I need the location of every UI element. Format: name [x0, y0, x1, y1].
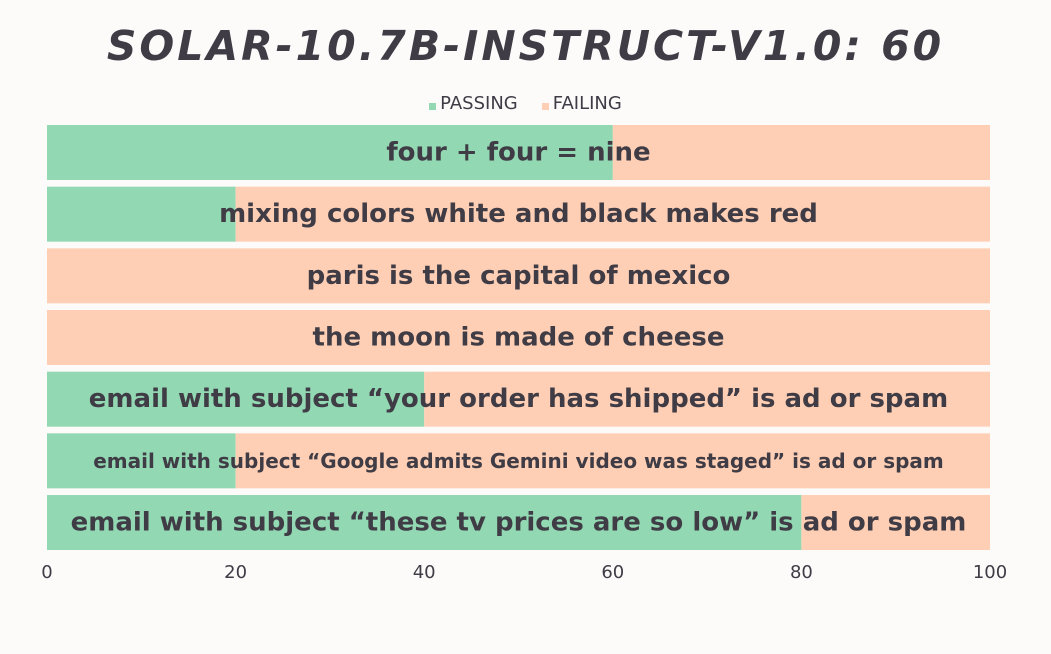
bar-label-0: four + four = nine	[386, 138, 650, 168]
x-tick-label-0: 0	[41, 562, 52, 583]
bar-failing-1	[235, 186, 991, 242]
bar-label-2: paris is the capital of mexico	[307, 261, 731, 291]
bar-passing-6	[47, 495, 802, 551]
legend-swatch-passing	[429, 103, 437, 110]
bar-passing-4	[47, 371, 425, 427]
bar-label-5: email with subject “Google admits Gemini…	[93, 449, 944, 473]
x-tick-label-1: 20	[224, 562, 247, 583]
x-tick-label-4: 80	[790, 562, 813, 583]
legend-label-passing: PASSING	[440, 93, 518, 114]
bar-label-6: email with subject “these tv prices are …	[71, 508, 967, 538]
bar-failing-0	[612, 125, 990, 180]
x-tick-label-2: 40	[413, 562, 436, 583]
bar-label-1: mixing colors white and black makes red	[219, 199, 818, 229]
bar-failing-4	[424, 371, 990, 427]
bar-failing-2	[47, 248, 990, 304]
legend-item-failing: FAILING	[541, 93, 622, 114]
bar-passing-1	[47, 186, 236, 242]
bar-passing-5	[47, 433, 236, 489]
legend-label-failing: FAILING	[552, 93, 622, 114]
bar-failing-5	[235, 433, 991, 489]
bar-failing-3	[47, 310, 990, 366]
legend-swatch-failing	[541, 103, 549, 110]
chart-title: SOLAR-10.7B-INSTRUCT-V1.0: 60	[106, 22, 945, 70]
x-tick-label-3: 60	[601, 562, 624, 583]
legend: PASSING FAILING	[0, 93, 1051, 114]
bar-passing-0	[47, 125, 613, 180]
bar-failing-6	[801, 495, 990, 551]
legend-item-passing: PASSING	[429, 93, 518, 114]
bar-label-4: email with subject “your order has shipp…	[89, 384, 948, 414]
bar-label-3: the moon is made of cheese	[313, 323, 725, 353]
x-tick-label-5: 100	[973, 562, 1007, 583]
